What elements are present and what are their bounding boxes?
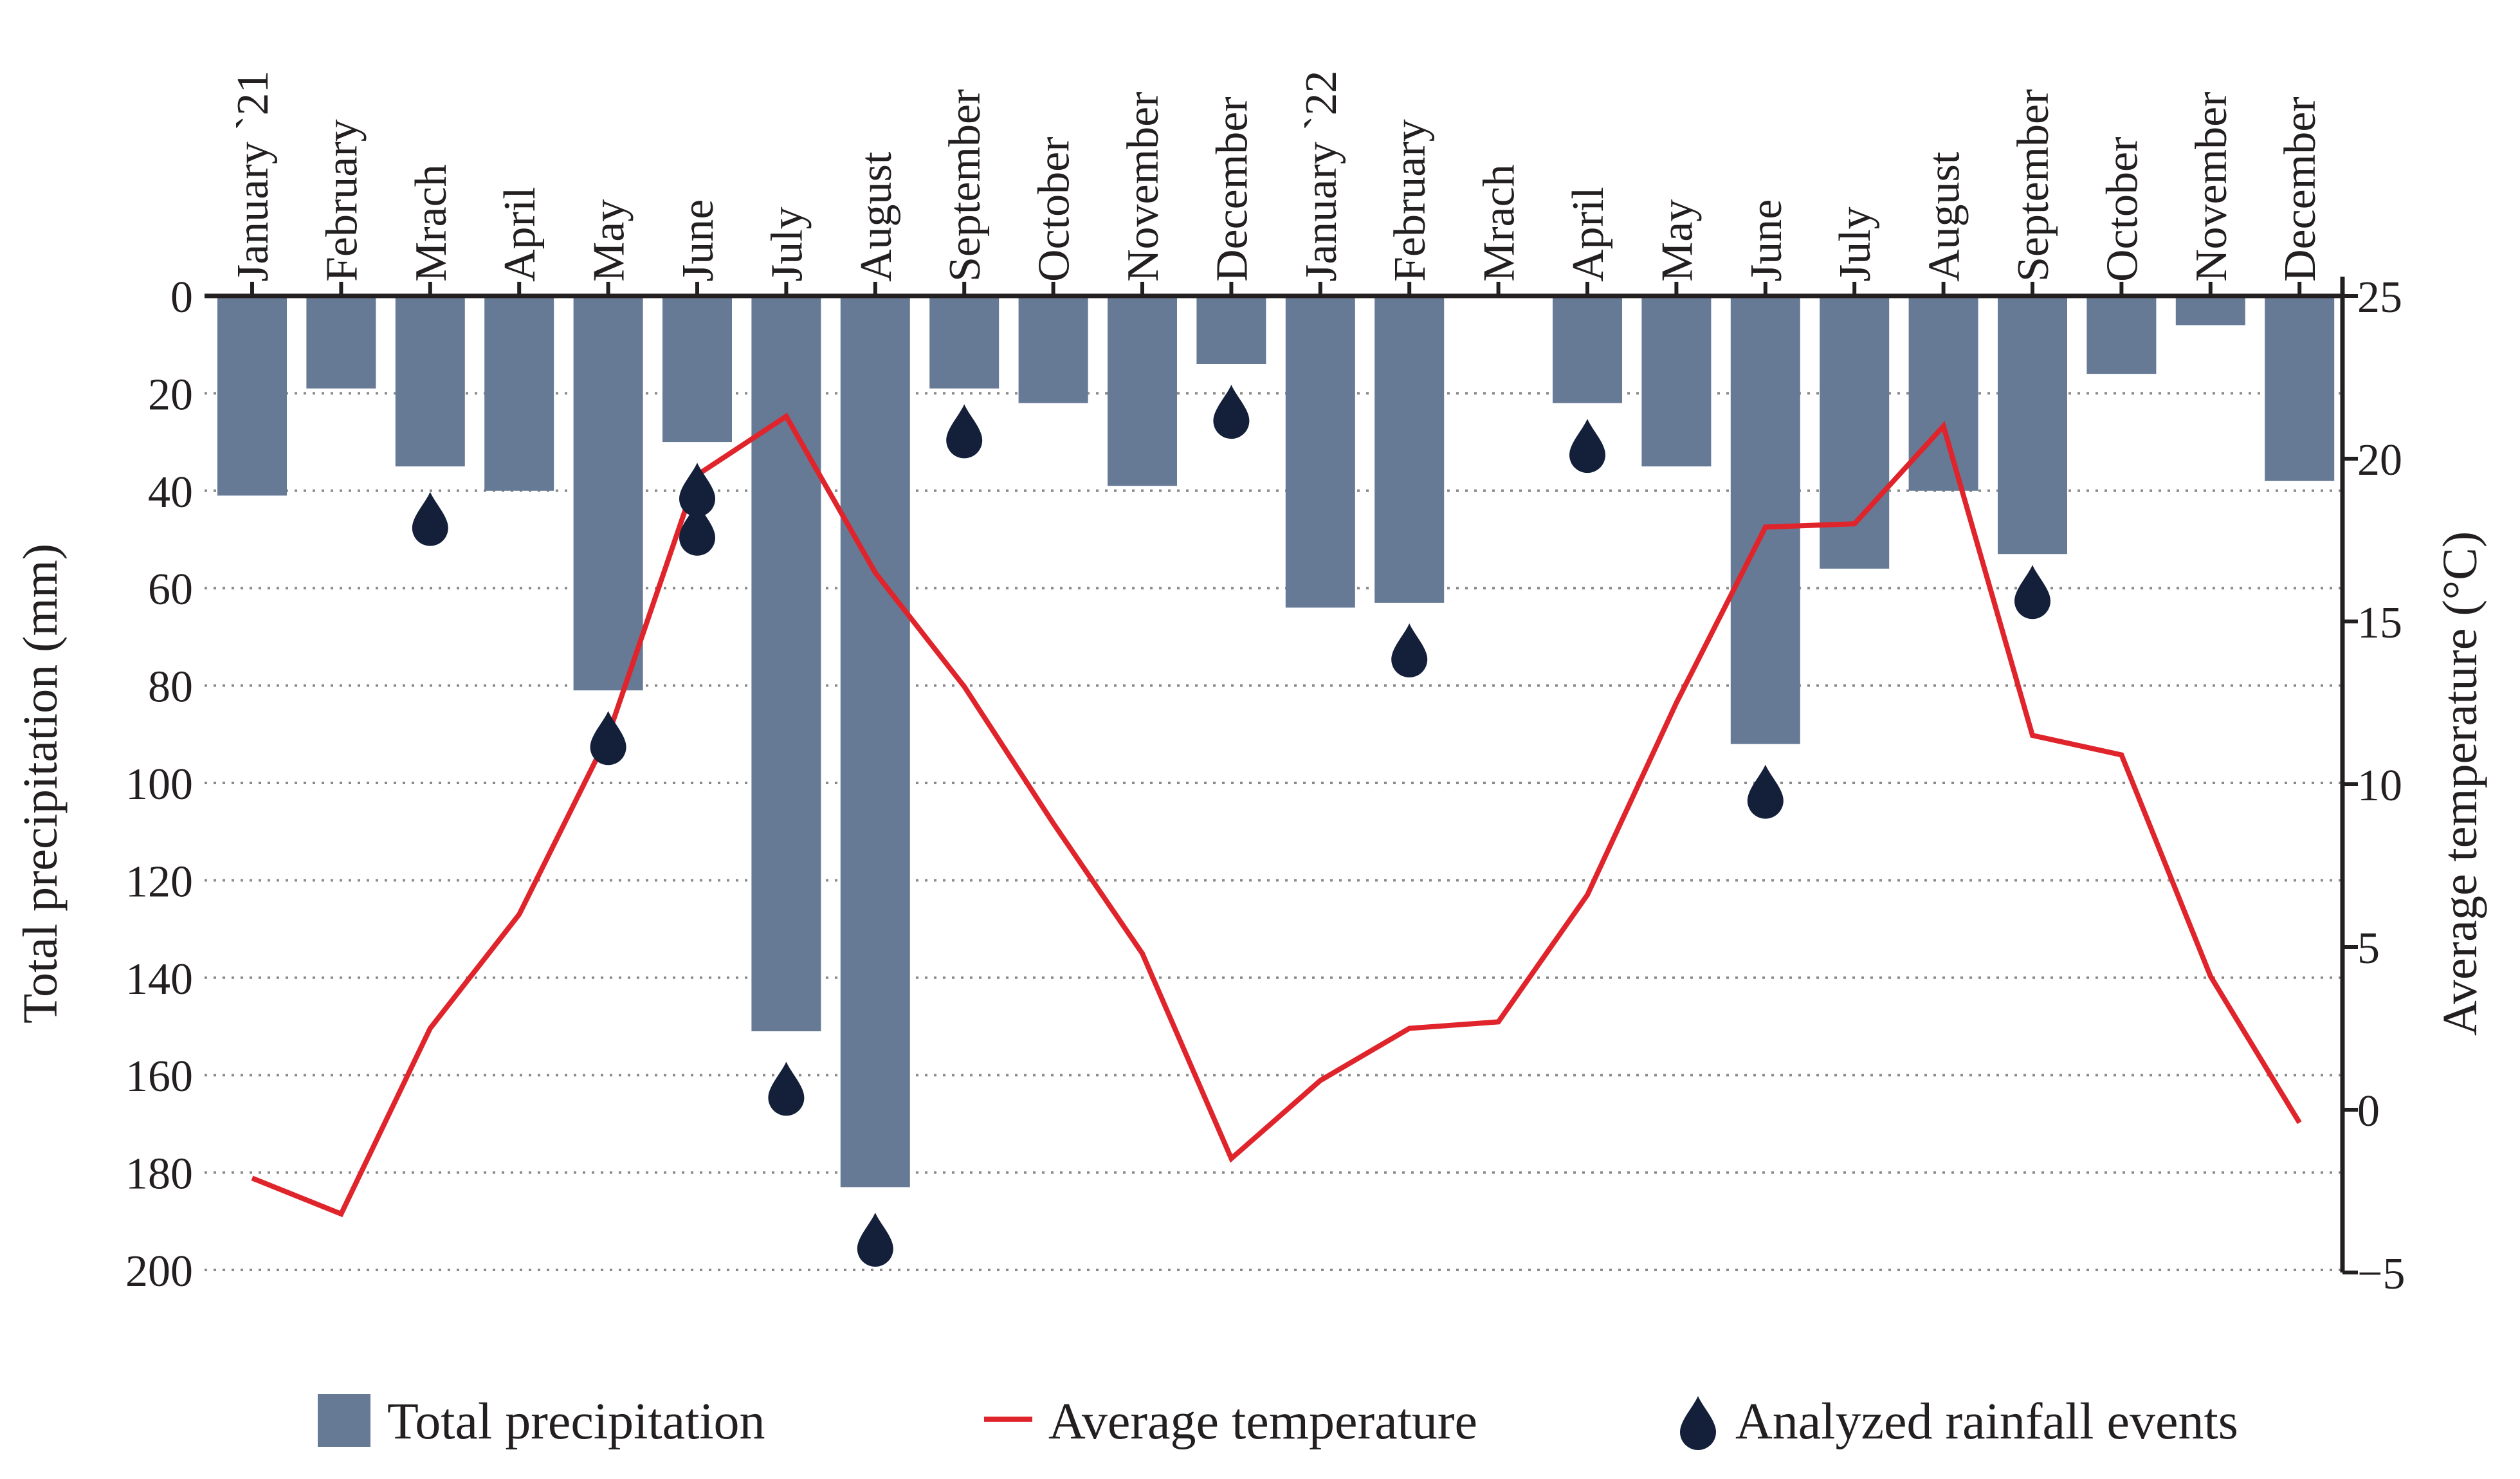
rainfall-event-marker [1569, 419, 1605, 473]
month-label: April [1564, 187, 1613, 282]
left-tick-label: 80 [148, 663, 193, 712]
precipitation-bar [929, 296, 1000, 389]
left-tick-label: 120 [125, 857, 193, 906]
left-tick-label: 60 [148, 565, 193, 614]
left-tick-label: 180 [125, 1150, 193, 1199]
rainfall-event-marker [2014, 565, 2050, 620]
precipitation-bar [840, 296, 910, 1188]
left-tick-label: 200 [125, 1247, 193, 1296]
month-label: February [317, 119, 367, 282]
precipitation-bars [217, 296, 2335, 1188]
precipitation-bar [1641, 296, 1712, 466]
month-label: February [1385, 119, 1435, 282]
left-tick-label: 100 [125, 760, 193, 809]
legend-label-rainfall-events: Analyzed rainfall events [1735, 1393, 2238, 1450]
rainfall-event-marker [1391, 623, 1428, 678]
right-tick-label: 15 [2357, 598, 2402, 648]
precipitation-bar [2175, 296, 2245, 326]
precipitation-bar [1196, 296, 1266, 364]
legend-label-temperature: Average temperature [1048, 1393, 1477, 1450]
month-label: May [1652, 199, 1702, 282]
precipitation-bar [1018, 296, 1088, 403]
left-tick-label: 0 [170, 273, 193, 322]
right-axis-title: Average temperature (°C) [2433, 531, 2487, 1036]
month-label: June [673, 199, 723, 282]
precipitation-bar [662, 296, 732, 443]
rainfall-event-marker [412, 491, 448, 546]
month-label: Mrach [1475, 164, 1524, 282]
legend-swatch-precipitation [318, 1394, 370, 1447]
legend-label-precipitation: Total precipitation [387, 1393, 765, 1450]
month-label: July [1831, 207, 1880, 282]
month-label: December [2276, 96, 2325, 282]
right-tick-label: 20 [2357, 436, 2402, 485]
month-label: Mrach [406, 164, 456, 282]
legend: Total precipitation Average temperature … [318, 1393, 2238, 1450]
month-labels: January `21 February Mrach April May June July… [228, 70, 2325, 282]
temperature-line-group [251, 412, 2302, 1218]
right-tick-label: 10 [2357, 761, 2402, 811]
axes [205, 277, 2345, 1272]
month-label: October [1030, 137, 1079, 282]
month-label: November [2187, 92, 2236, 282]
month-label: April [495, 187, 545, 282]
temperature-line [251, 412, 2302, 1218]
precipitation-bar [217, 296, 287, 496]
precipitation-bar [1553, 296, 1622, 403]
right-tick-label: 25 [2357, 273, 2402, 322]
precipitation-bar [1998, 296, 2067, 555]
right-tick-label: −5 [2357, 1249, 2405, 1299]
precipitation-bar [1108, 296, 1177, 486]
left-axis-title: Total precipitation (mm) [14, 544, 68, 1024]
month-label: November [1118, 92, 1168, 282]
month-label: August [852, 151, 901, 282]
right-axis-ticks: 25 20 15 10 5 0 −5 [2342, 273, 2405, 1299]
rainfall-event-markers [412, 385, 2050, 1267]
rainfall-event-marker [1213, 385, 1250, 439]
left-tick-label: 140 [125, 955, 193, 1004]
right-tick-label: 5 [2357, 924, 2380, 973]
month-label: October [2097, 137, 2147, 282]
precipitation-bar [573, 296, 643, 691]
left-axis-ticks: 0 20 40 60 80 100 120 140 160 180 200 [125, 273, 193, 1296]
rainfall-event-marker [857, 1213, 893, 1267]
month-label: August [1920, 151, 1969, 282]
month-label: January `21 [228, 70, 278, 282]
precipitation-bar [1820, 296, 1890, 569]
month-label: January `22 [1297, 70, 1346, 282]
precipitation-bar [1285, 296, 1355, 608]
precipitation-bar [2086, 296, 2157, 374]
precipitation-bar [484, 296, 554, 491]
precipitation-bar [2265, 296, 2335, 481]
rainfall-event-marker [768, 1061, 805, 1116]
rainfall-event-marker [946, 404, 983, 459]
month-label: June [1742, 199, 1791, 282]
left-tick-label: 160 [125, 1052, 193, 1101]
precipitation-bar [1374, 296, 1445, 603]
right-tick-label: 0 [2357, 1087, 2380, 1136]
rainfall-event-marker [590, 711, 626, 766]
month-label: September [2009, 89, 2058, 282]
left-tick-label: 40 [148, 468, 193, 517]
precipitation-bar [1908, 296, 1978, 491]
month-label: December [1207, 96, 1257, 282]
precipitation-bar [1730, 296, 1800, 744]
month-label: May [585, 199, 634, 282]
legend-drop-icon [1680, 1396, 1716, 1450]
month-label: July [762, 207, 812, 282]
precipitation-bar [395, 296, 465, 466]
left-tick-label: 20 [148, 370, 193, 419]
precipitation-bar [306, 296, 376, 389]
month-label: September [940, 89, 990, 282]
rainfall-event-marker [1747, 764, 1784, 819]
precipitation-bar [751, 296, 821, 1032]
